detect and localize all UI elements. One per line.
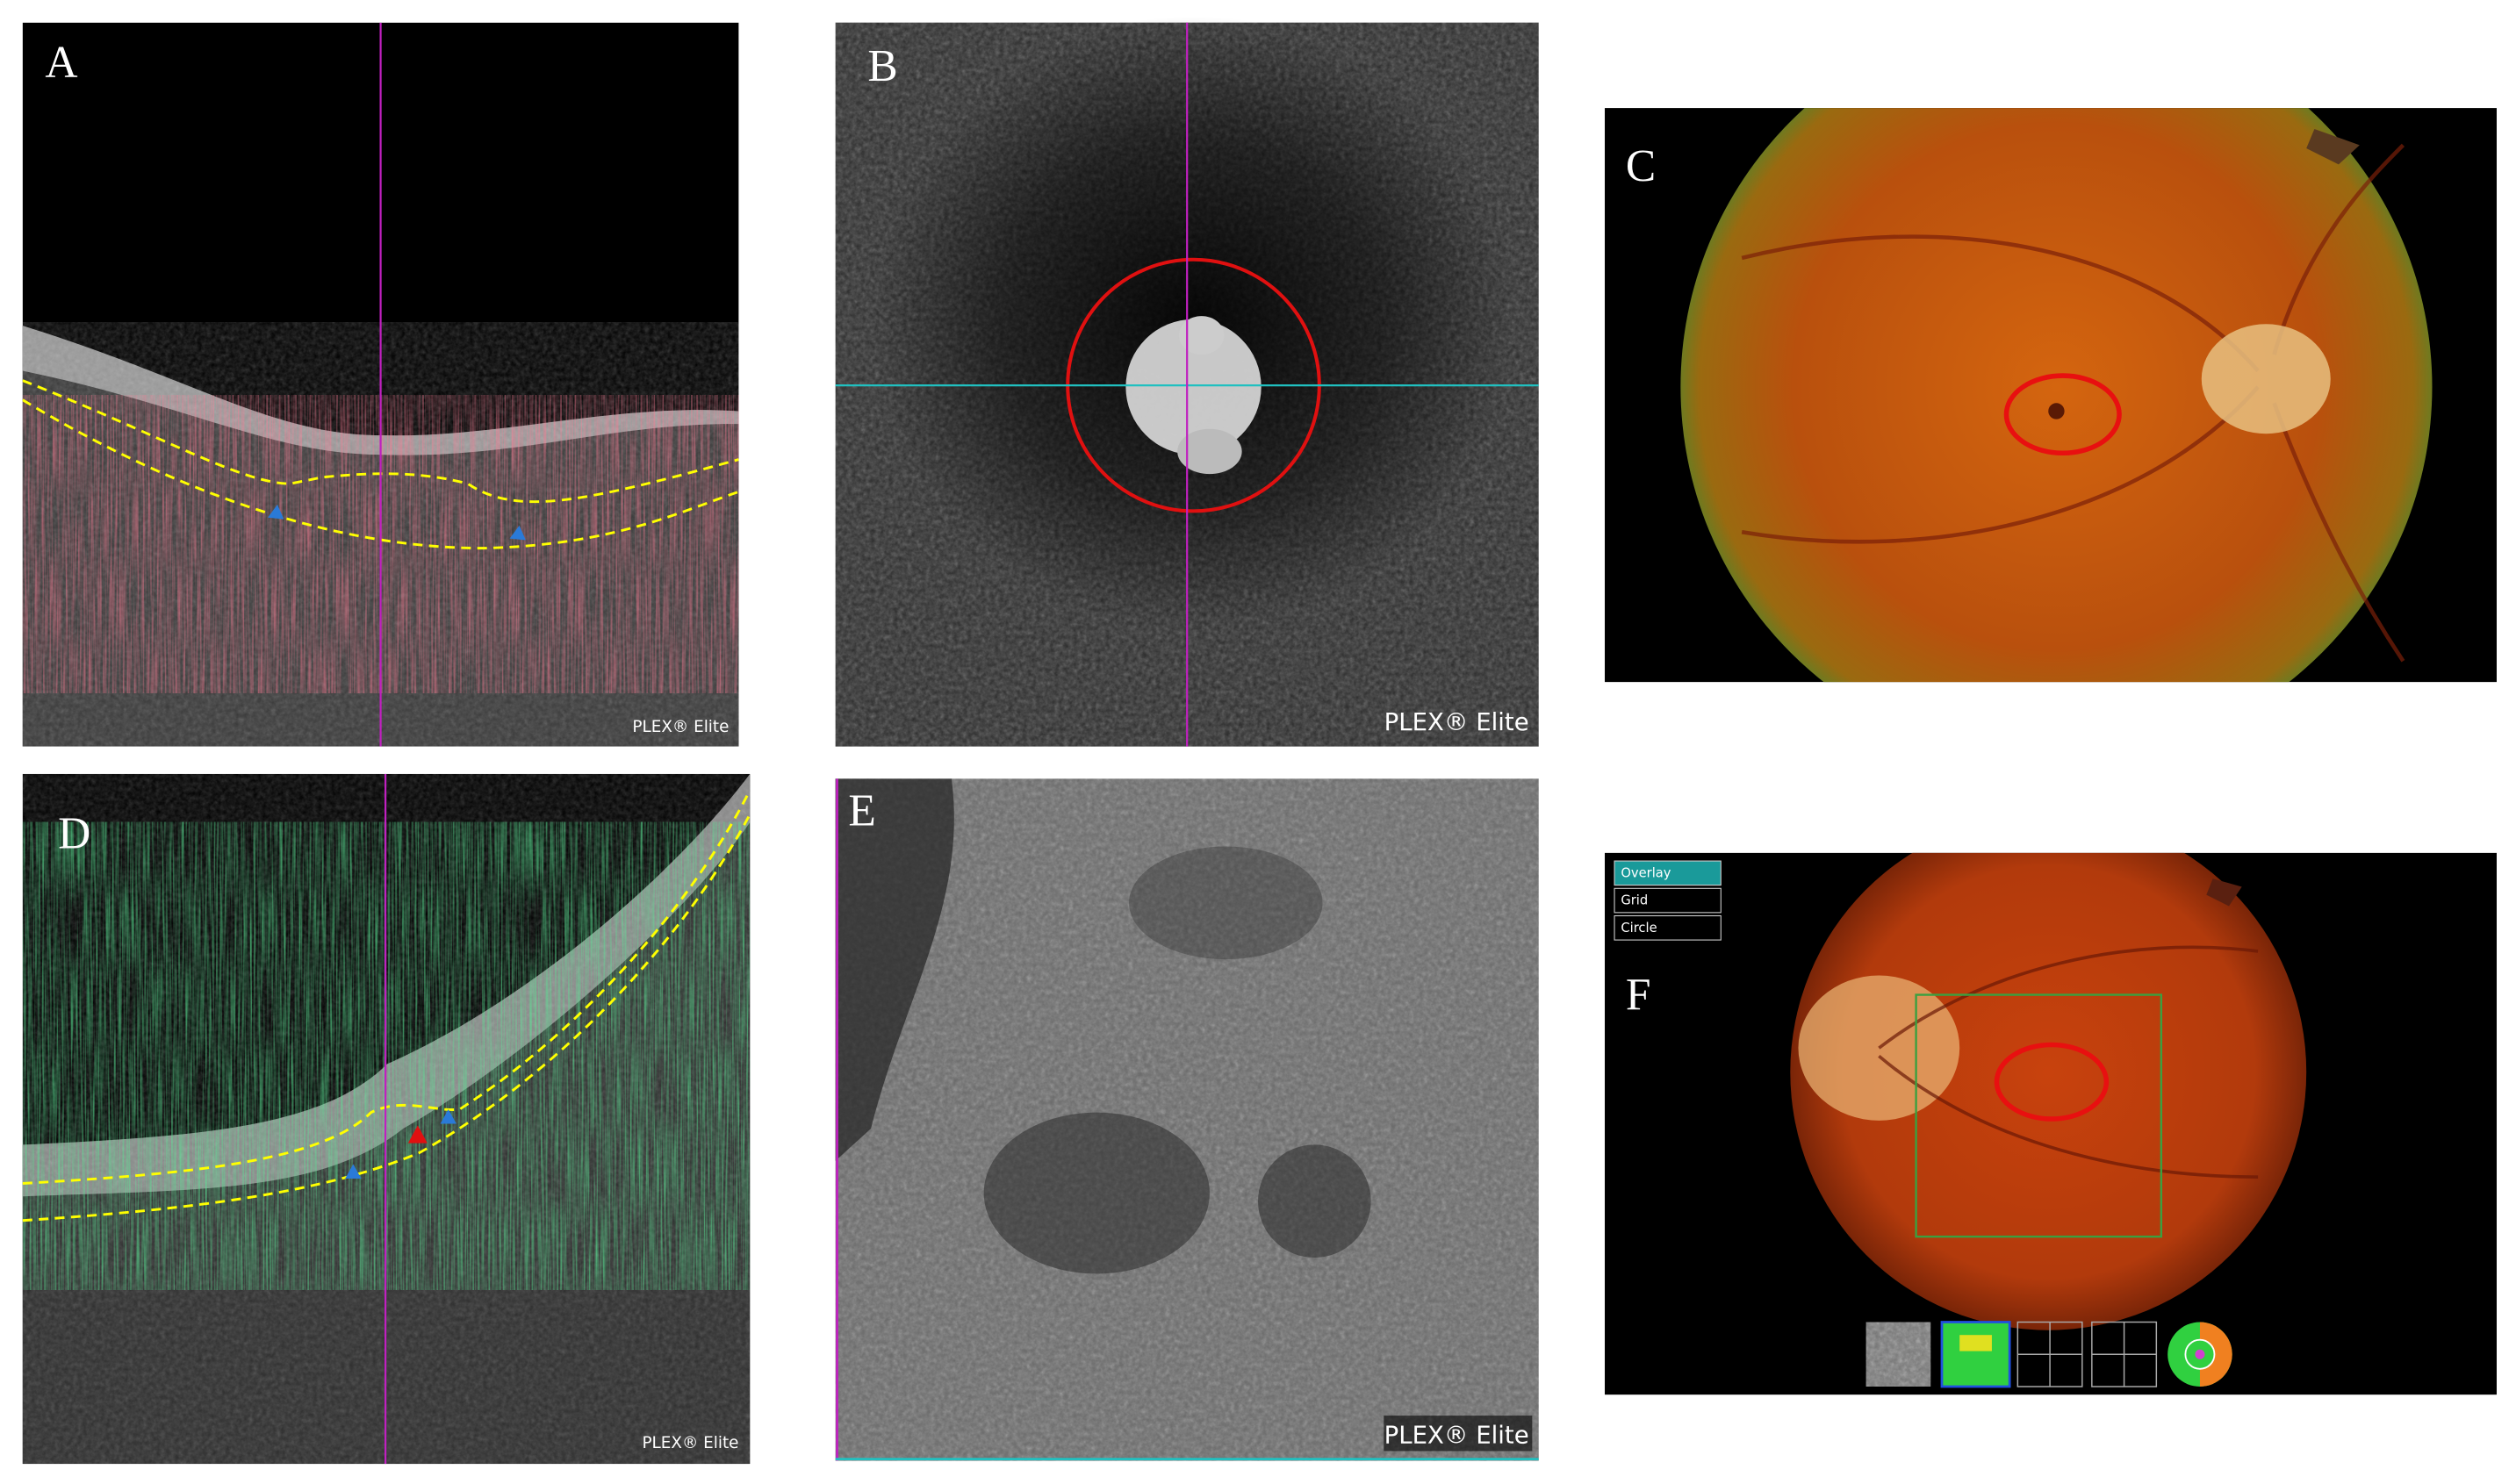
panel-e: E PLEX® Elite [835, 778, 1539, 1461]
panel-c: C [1605, 108, 2497, 683]
watermark: PLEX® Elite [632, 718, 729, 736]
thumbnails [1865, 1321, 2232, 1388]
watermark: PLEX® Elite [1384, 708, 1529, 736]
panel-b: B PLEX® Elite [835, 16, 1539, 747]
watermark: PLEX® Elite [642, 1434, 738, 1452]
panel-f: F Overlay Grid Circle [1605, 852, 2497, 1395]
panel-label: E [848, 786, 875, 836]
panels: A PLEX® Elite B PLEX® Elite C [22, 16, 2497, 1465]
menu-item[interactable]: Circle [1621, 921, 1657, 936]
panel-d: D PLEX® Elite [22, 773, 751, 1465]
menu-item[interactable]: Grid [1621, 893, 1648, 908]
panel-label: F [1626, 970, 1651, 1020]
panel-label: D [58, 808, 90, 858]
panel-a: A PLEX® Elite [22, 22, 739, 747]
panel-label: A [45, 38, 77, 88]
panel-label: C [1626, 141, 1656, 191]
watermark: PLEX® Elite [1384, 1421, 1529, 1449]
menu: Overlay Grid Circle [1614, 860, 1722, 941]
panel-label: B [867, 41, 897, 91]
menu-item[interactable]: Overlay [1621, 865, 1671, 880]
